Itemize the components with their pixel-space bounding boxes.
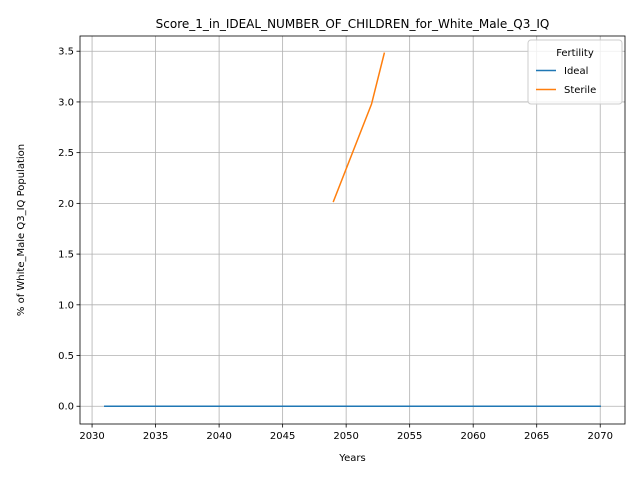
legend-label-ideal: Ideal (564, 66, 588, 77)
y-tick-label: 2.0 (58, 199, 74, 210)
x-tick-label: 2030 (79, 431, 104, 442)
axis-ticks: 2030 2035 2040 2045 2050 2055 2060 2065 2070 0.0 0… (58, 47, 613, 442)
y-tick-label: 1.0 (58, 300, 74, 311)
series-line-sterile (332, 52, 386, 203)
y-axis-label: % of White_Male Q3_IQ Population (16, 144, 27, 316)
x-tick-label: 2060 (460, 431, 485, 442)
x-tick-label: 2050 (333, 431, 358, 442)
y-tick-label: 3.5 (58, 47, 74, 58)
x-tick-label: 2065 (524, 431, 549, 442)
x-tick-label: 2070 (588, 431, 613, 442)
y-tick-label: 3.0 (58, 97, 74, 108)
legend-label-sterile: Sterile (564, 85, 596, 96)
y-tick-label: 1.5 (58, 250, 74, 261)
legend-title: Fertility (556, 48, 594, 59)
legend: Fertility Ideal Sterile (527, 39, 623, 105)
series-lines (104, 52, 601, 407)
x-tick-label: 2035 (143, 431, 168, 442)
y-tick-label: 0.0 (58, 402, 74, 413)
x-tick-label: 2045 (270, 431, 295, 442)
x-axis-label: Years (338, 453, 365, 464)
chart-title: Score_1_in_IDEAL_NUMBER_OF_CHILDREN_for_… (156, 17, 550, 31)
x-tick-label: 2040 (206, 431, 231, 442)
y-tick-label: 2.5 (58, 148, 74, 159)
x-tick-label: 2055 (397, 431, 422, 442)
legend-box (527, 39, 623, 105)
y-tick-label: 0.5 (58, 351, 74, 362)
plot-frame (79, 35, 626, 425)
